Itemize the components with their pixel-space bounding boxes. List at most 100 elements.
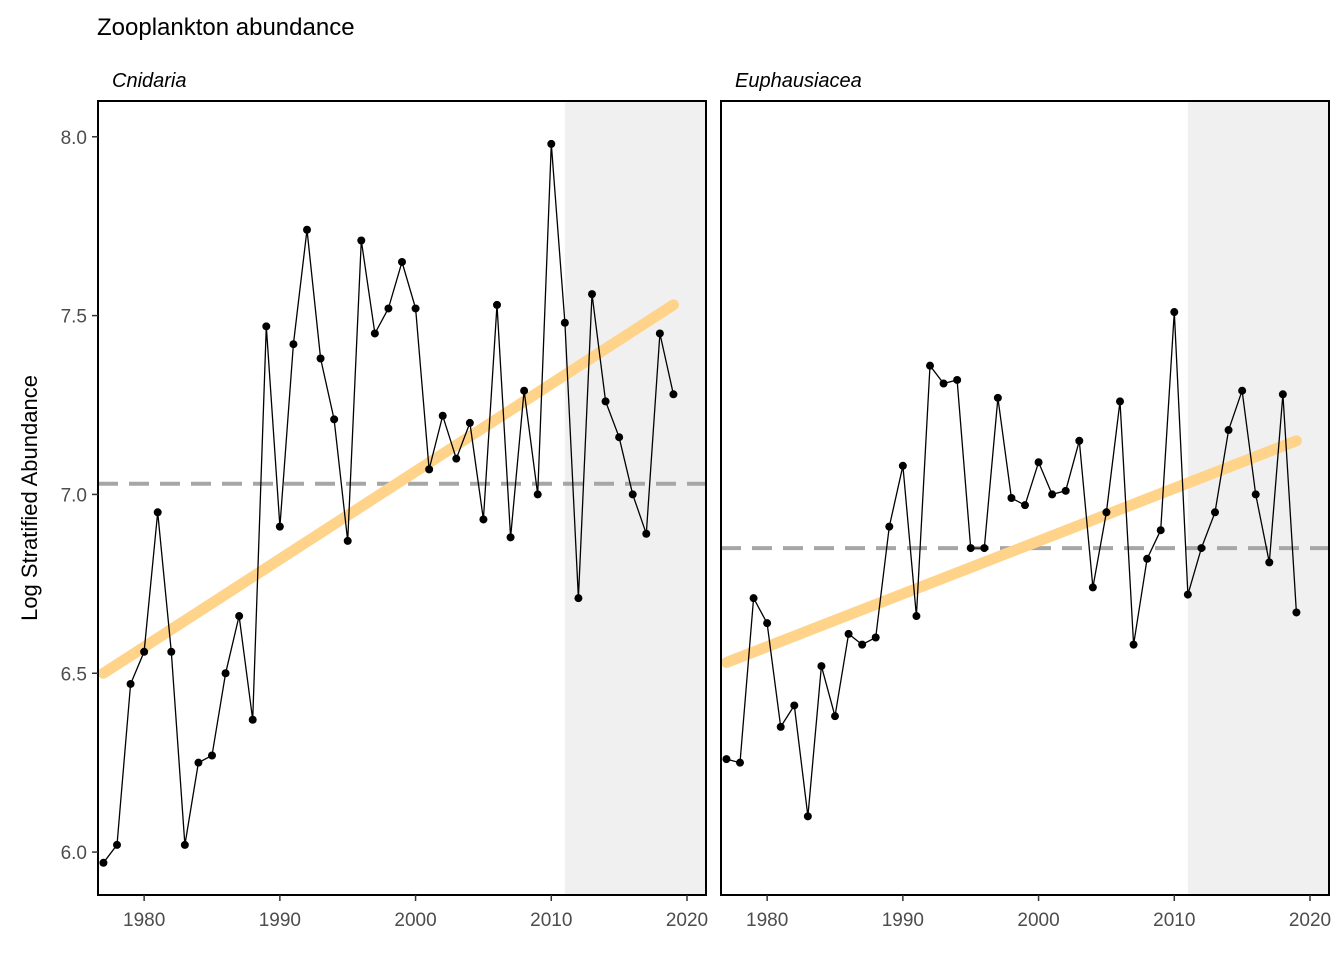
x-tick-label: 2010 (1153, 910, 1195, 931)
data-point (1156, 526, 1165, 535)
data-point (262, 322, 271, 331)
data-point (343, 536, 352, 545)
data-point (1170, 308, 1179, 317)
panel-border (720, 100, 1330, 896)
data-point (912, 612, 921, 621)
data-point (980, 544, 989, 553)
data-point (885, 522, 894, 531)
data-point (790, 701, 799, 710)
data-point (316, 354, 325, 363)
data-point (465, 418, 474, 427)
x-tick-label: 1980 (746, 910, 788, 931)
panel-title: Euphausiacea (735, 70, 862, 92)
y-tick-label: 6.0 (61, 843, 87, 864)
trend-line (721, 435, 1302, 669)
data-point (1265, 558, 1274, 567)
data-point (303, 225, 311, 234)
x-tick-label: 2020 (666, 910, 708, 931)
data-point (1102, 508, 1111, 517)
trend-line (98, 299, 679, 679)
data-point (898, 461, 907, 470)
data-point (398, 257, 406, 266)
x-tick-label: 1990 (259, 910, 301, 931)
x-tick-label: 2010 (530, 910, 572, 931)
data-point (776, 722, 785, 731)
panel-0: Cnidaria 1980 1990 2000 2010 2020 6.0 6.5 7.0 7.5… (61, 70, 709, 931)
data-point (1143, 554, 1152, 563)
data-point (493, 300, 501, 309)
data-point (1197, 544, 1206, 553)
data-point (235, 612, 244, 621)
data-point (1251, 490, 1260, 499)
data-point (1129, 640, 1138, 649)
data-point (140, 647, 149, 656)
data-point (330, 415, 339, 424)
data-point (722, 755, 731, 764)
data-point (560, 318, 569, 327)
data-point (194, 758, 203, 767)
x-tick-label: 2000 (1017, 910, 1059, 931)
chart-title: Zooplankton abundance (97, 14, 355, 41)
data-point (926, 361, 934, 370)
x-tick-label: 2000 (394, 910, 436, 931)
data-point (858, 640, 867, 649)
x-tick-label: 1980 (123, 910, 165, 931)
data-point (736, 758, 744, 767)
data-point (1211, 508, 1219, 517)
data-point (113, 840, 121, 849)
data-point (479, 515, 488, 524)
data-point (1061, 486, 1070, 495)
data-point (411, 304, 420, 313)
y-tick-label: 7.5 (61, 307, 87, 328)
data-point (1183, 590, 1192, 599)
data-point (1088, 583, 1097, 592)
data-point (588, 290, 596, 299)
data-point (1075, 436, 1084, 445)
data-point (1007, 494, 1016, 502)
data-point (1116, 397, 1124, 406)
panel-1: Euphausiacea 1980 1990 2000 2010 2020 (720, 70, 1331, 931)
data-point (817, 662, 826, 671)
data-point (669, 390, 678, 399)
data-point (993, 393, 1002, 402)
data-point (966, 544, 975, 553)
data-point (953, 375, 962, 384)
data-point (99, 858, 108, 867)
data-point (438, 411, 447, 420)
data-point (153, 508, 162, 517)
data-point (628, 490, 637, 499)
data-point (221, 669, 230, 678)
y-tick-label: 8.0 (61, 128, 87, 149)
data-point (1292, 608, 1301, 617)
data-point (844, 629, 853, 638)
data-point (1238, 386, 1247, 395)
panel-border (97, 100, 707, 896)
data-point (831, 712, 839, 721)
data-point (1048, 490, 1057, 499)
panels: Cnidaria 1980 1990 2000 2010 2020 6.0 6.5 7.0 7.5… (61, 70, 1332, 931)
data-point (520, 386, 529, 395)
recent-period-shading (564, 101, 706, 895)
x-tick-label: 1990 (882, 910, 924, 931)
data-point (1278, 390, 1287, 399)
data-point (506, 533, 515, 542)
data-point (180, 840, 189, 849)
data-point (939, 379, 948, 388)
data-point (384, 304, 393, 313)
data-point (533, 490, 542, 499)
data-point (655, 329, 664, 338)
data-point (803, 812, 812, 821)
data-point (208, 751, 216, 760)
data-point (1021, 501, 1029, 510)
data-point (749, 594, 758, 603)
data-point (547, 139, 556, 148)
recent-period-shading (1187, 101, 1329, 895)
x-tick-label: 2020 (1289, 910, 1331, 931)
data-point (289, 340, 298, 349)
data-point (370, 329, 379, 338)
data-point (452, 454, 461, 463)
data-point (615, 433, 624, 442)
data-point (126, 679, 135, 688)
data-point (1224, 426, 1233, 435)
